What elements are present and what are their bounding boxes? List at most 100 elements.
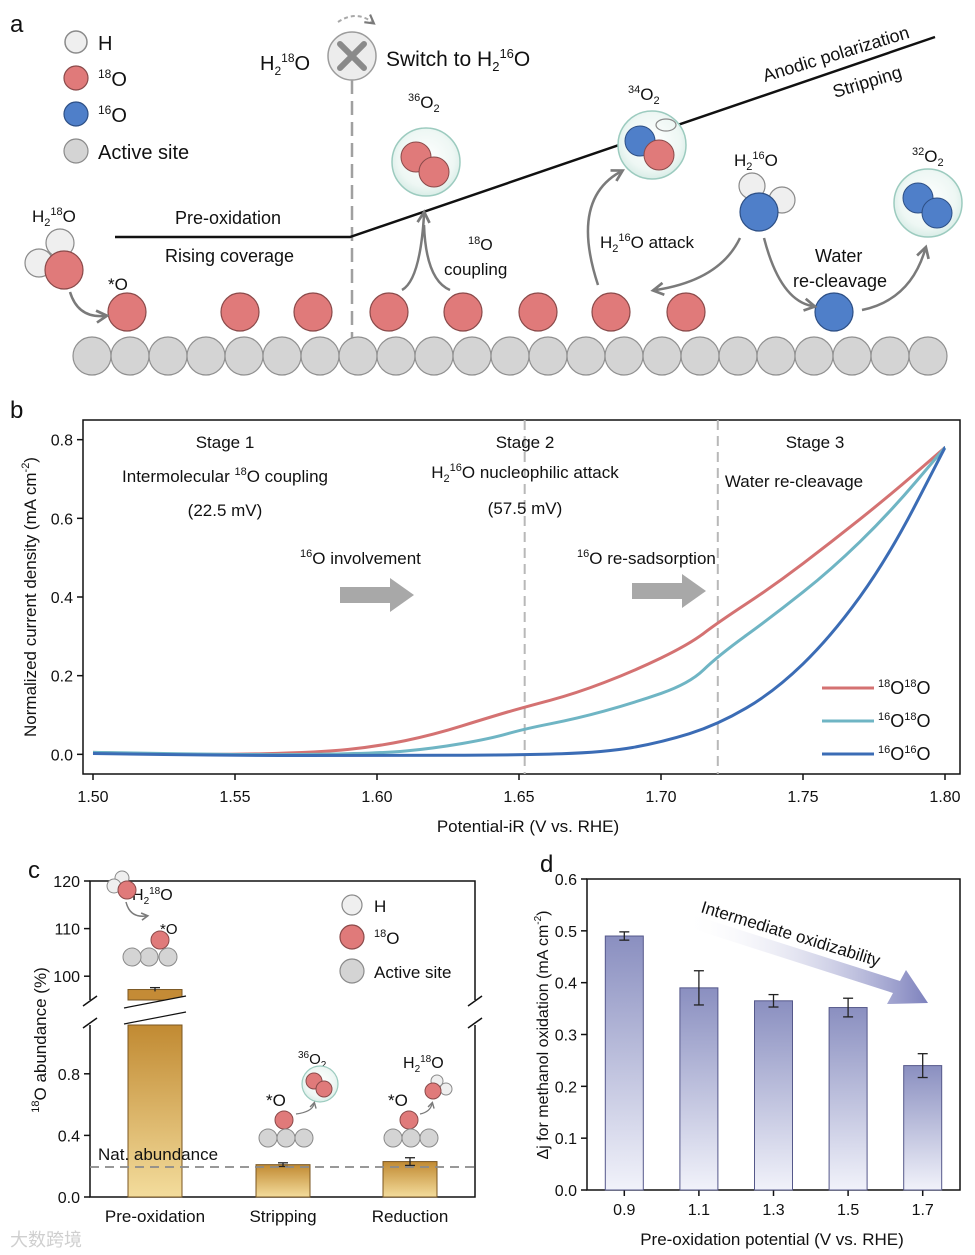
bar-Stripping bbox=[255, 1164, 311, 1198]
pre-oxidation-sketch: H218O *O bbox=[106, 870, 178, 967]
legend-18o-icon bbox=[63, 65, 89, 91]
series-line-18O18O bbox=[92, 446, 946, 756]
active-site-row bbox=[72, 336, 948, 376]
star-o-label: *O bbox=[108, 275, 128, 294]
c-y-tick-label: 110 bbox=[54, 922, 80, 939]
x-tick-label: 1.70 bbox=[645, 789, 676, 806]
plot-b-series bbox=[92, 446, 947, 757]
x-tick-label: 1.55 bbox=[219, 789, 250, 806]
panel-a-legend: H 18O 16O Active site bbox=[63, 30, 189, 164]
stripping-sketch: 36O2 *O bbox=[258, 1050, 339, 1148]
legend-16o-icon bbox=[63, 101, 89, 127]
c-star-o-3: *O bbox=[388, 1091, 408, 1110]
legend-site-label: Active site bbox=[98, 142, 189, 164]
bar-1.7 bbox=[903, 1065, 943, 1191]
plot-d-bars bbox=[604, 931, 943, 1191]
panel-b: b 1.50 1.55 1.60 1.65 1.70 1.75 1.80 0.0 0.2 0.4… bbox=[10, 397, 961, 836]
panel-a: a H 18O 16O Active site H218O Switch to … bbox=[10, 11, 963, 376]
x-tick-label: 1.50 bbox=[77, 789, 108, 806]
c-legend-h: H bbox=[374, 897, 386, 916]
x-tick-label: 1.60 bbox=[361, 789, 392, 806]
h2o18-left-label: H218O bbox=[32, 206, 76, 229]
plot-b-xlabel: Potential-iR (V vs. RHE) bbox=[437, 817, 619, 836]
x-tick-label: 1.65 bbox=[503, 789, 534, 806]
o2-32-bubble: 32O2 bbox=[861, 146, 963, 312]
d-y-tick-label: 0.3 bbox=[555, 1028, 577, 1045]
o2-36-bubble: 36O2 18O coupling bbox=[391, 92, 507, 292]
axis-break bbox=[82, 995, 483, 1029]
panel-c-letter: c bbox=[28, 857, 40, 884]
legend-18o18o: 18O18O bbox=[878, 678, 931, 698]
x-tick-label: 1.80 bbox=[929, 789, 960, 806]
c-legend-site: Active site bbox=[374, 963, 451, 982]
trend-arrow bbox=[684, 914, 928, 1004]
plot-b-legend: 18O18O 16O18O 16O16O bbox=[822, 678, 931, 764]
plot-c-ylabel: 18O abundance (%) bbox=[30, 967, 50, 1113]
o32-label: 32O2 bbox=[912, 146, 944, 169]
stage-1-value: (22.5 mV) bbox=[188, 501, 263, 520]
rising-coverage-label: Rising coverage bbox=[165, 246, 294, 266]
panel-d: d 0.0 0.1 0.2 0.3 0.4 0.5 0.6 0.9 1.1 1.3 1.5 1.7 P… bbox=[533, 851, 961, 1249]
legend-18o-label: 18O bbox=[98, 67, 127, 91]
re-adsorption-label: 16O re-sadsorption bbox=[577, 548, 716, 568]
plot-c-legend: H 18O Active site bbox=[339, 894, 451, 984]
h2-16o-molecule: H216O Water re-cleavage bbox=[650, 150, 887, 312]
c-legend-site-icon bbox=[339, 958, 365, 984]
panel-a-letter: a bbox=[10, 11, 24, 38]
plot-b-yaxis: 0.0 0.2 0.4 0.6 0.8 bbox=[51, 433, 83, 764]
d-y-tick-label: 0.0 bbox=[555, 1183, 577, 1200]
c-y-tick-label: 0.0 bbox=[58, 1190, 80, 1207]
c-h2o18-label-1: H218O bbox=[132, 886, 173, 907]
h2-18o-molecule: H218O *O bbox=[24, 206, 128, 324]
bar-1.5 bbox=[828, 1007, 868, 1191]
stage-1-title: Stage 1 bbox=[196, 433, 255, 452]
plot-d-xlabel: Pre-oxidation potential (V vs. RHE) bbox=[640, 1230, 904, 1249]
legend-site-icon bbox=[63, 138, 89, 164]
o2-34-bubble: 34O2 H216O attack bbox=[586, 84, 694, 286]
y-tick-label: 0.0 bbox=[51, 747, 73, 764]
bar-Pre-oxidation-lower bbox=[127, 1024, 183, 1198]
water-label-2: re-cleavage bbox=[793, 271, 887, 291]
y-tick-label: 0.8 bbox=[51, 433, 73, 450]
c-y-tick-label: 120 bbox=[53, 874, 80, 891]
natural-abundance-label: Nat. abundance bbox=[98, 1145, 218, 1164]
coverage-line bbox=[115, 35, 936, 239]
c-h2o18-label-2: H218O bbox=[403, 1054, 444, 1075]
pre-oxidation-label: Pre-oxidation bbox=[175, 208, 281, 228]
d-x-tick-label: 0.9 bbox=[613, 1202, 635, 1219]
bar-break-line bbox=[123, 995, 187, 1009]
d-x-tick-label: 1.3 bbox=[762, 1202, 784, 1219]
bar-break-line bbox=[123, 1011, 187, 1025]
legend-h-icon bbox=[64, 30, 88, 54]
involvement-label: 16O involvement bbox=[300, 548, 421, 568]
c-x-category-label: Stripping bbox=[249, 1207, 316, 1226]
plot-b-xaxis: 1.50 1.55 1.60 1.65 1.70 1.75 1.80 bbox=[77, 774, 961, 806]
y-tick-label: 0.6 bbox=[51, 511, 73, 528]
stage-2-title: Stage 2 bbox=[496, 433, 555, 452]
plot-b-ylabel: Normalized current density (mA cm-2) bbox=[20, 457, 40, 737]
d-x-tick-label: 1.1 bbox=[688, 1202, 710, 1219]
stage-1-desc: Intermolecular 18O coupling bbox=[122, 466, 328, 486]
y-tick-label: 0.4 bbox=[51, 590, 73, 607]
switch-label: Switch to H216O bbox=[386, 46, 530, 74]
legend-16o-label: 16O bbox=[98, 103, 127, 127]
d-x-tick-label: 1.5 bbox=[837, 1202, 859, 1219]
plot-c-yaxis: 0.0 0.4 0.8 100 110 120 bbox=[53, 874, 90, 1207]
bar-break-gap bbox=[124, 996, 186, 1024]
plot-c-frame-upper bbox=[89, 880, 476, 1000]
c-legend-18o-icon bbox=[339, 924, 365, 950]
c-star-o-2: *O bbox=[266, 1091, 286, 1110]
adsorbed-o-row bbox=[107, 292, 854, 332]
d-y-tick-label: 0.5 bbox=[555, 924, 577, 941]
legend-16o18o: 16O18O bbox=[878, 711, 931, 731]
water-label-1: Water bbox=[815, 246, 862, 266]
stage-2-desc: H216O nucleophilic attack bbox=[431, 462, 619, 485]
o36-label: 36O2 bbox=[408, 92, 440, 115]
c-legend-18o: 18O bbox=[374, 928, 399, 948]
legend-h-label: H bbox=[98, 33, 112, 55]
c-y-tick-label: 0.8 bbox=[58, 1067, 80, 1084]
stage-2-value: (57.5 mV) bbox=[488, 499, 563, 518]
bar-1.1 bbox=[679, 987, 719, 1191]
x-tick-label: 1.75 bbox=[787, 789, 818, 806]
re-adsorption-arrow: 16O re-sadsorption bbox=[577, 548, 716, 608]
